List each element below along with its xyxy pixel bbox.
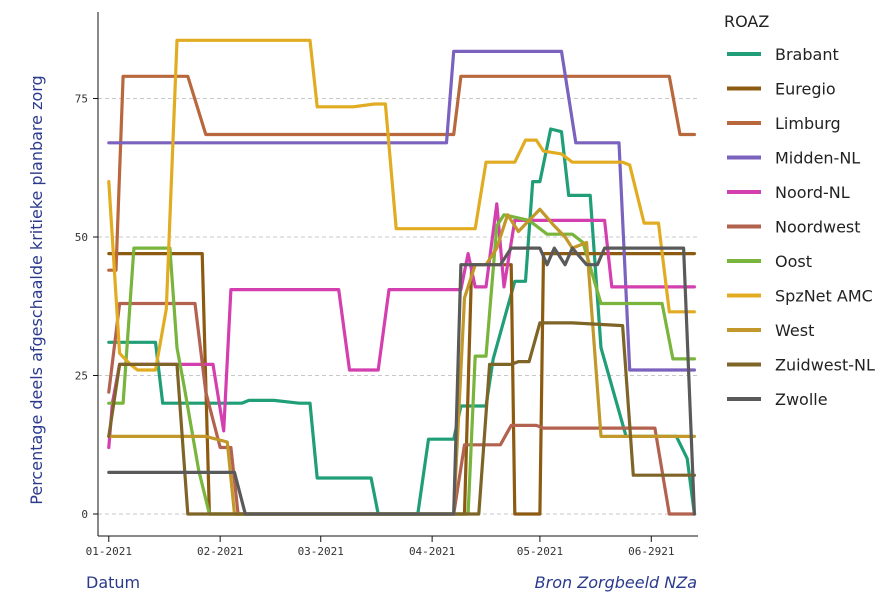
series-line-west bbox=[107, 207, 697, 516]
series-line-limburg bbox=[107, 74, 697, 272]
series-line-zuidwest-nl bbox=[107, 321, 697, 516]
legend-label: Brabant bbox=[775, 45, 839, 64]
legend-label: Euregio bbox=[775, 80, 836, 99]
y-tick-label: 0 bbox=[81, 508, 88, 521]
legend-label: Noord-NL bbox=[775, 183, 850, 202]
series-line-noord-nl bbox=[107, 202, 697, 450]
x-axis-label: Datum bbox=[86, 573, 140, 592]
x-tick-label: 02-2021 bbox=[197, 545, 243, 558]
series-lines bbox=[107, 38, 697, 516]
y-tick-label: 25 bbox=[75, 370, 88, 383]
x-tick-label: 03-2021 bbox=[298, 545, 344, 558]
legend-label: Zuidwest-NL bbox=[775, 356, 875, 375]
y-axis-label: Percentage deels afgeschaalde kritieke p… bbox=[27, 75, 46, 504]
legend-label: Limburg bbox=[775, 114, 841, 133]
legend-label: SpzNet AMC bbox=[775, 287, 873, 306]
source-caption: Bron Zorgbeeld NZa bbox=[535, 573, 697, 592]
series-line-oost bbox=[107, 213, 697, 516]
x-ticks: 01-2021 02-2021 03-2021 04-2021 05-2021 06-29… bbox=[86, 536, 674, 558]
legend-label: Zwolle bbox=[775, 390, 828, 409]
x-tick-label: 06-2921 bbox=[628, 545, 674, 558]
x-tick-label: 05-2021 bbox=[517, 545, 563, 558]
series-line-euregio bbox=[107, 252, 697, 516]
series-line-spznet-amc bbox=[107, 38, 697, 372]
legend-label: Midden-NL bbox=[775, 149, 860, 168]
y-tick-label: 50 bbox=[75, 231, 88, 244]
series-line-noordwest bbox=[107, 301, 697, 516]
legend: Brabant Euregio Limburg Midden-NL Noord-NL No… bbox=[727, 45, 875, 409]
series-line-midden-nl bbox=[107, 49, 697, 372]
x-tick-label: 04-2021 bbox=[409, 545, 455, 558]
legend-title: ROAZ bbox=[724, 12, 769, 31]
y-ticks: 0 25 50 75 bbox=[75, 93, 98, 521]
x-tick-label: 01-2021 bbox=[86, 545, 132, 558]
legend-label: Oost bbox=[775, 252, 812, 271]
legend-label: West bbox=[775, 321, 814, 340]
legend-label: Noordwest bbox=[775, 218, 861, 237]
y-tick-label: 75 bbox=[75, 93, 88, 106]
series-line-zwolle bbox=[107, 246, 697, 516]
